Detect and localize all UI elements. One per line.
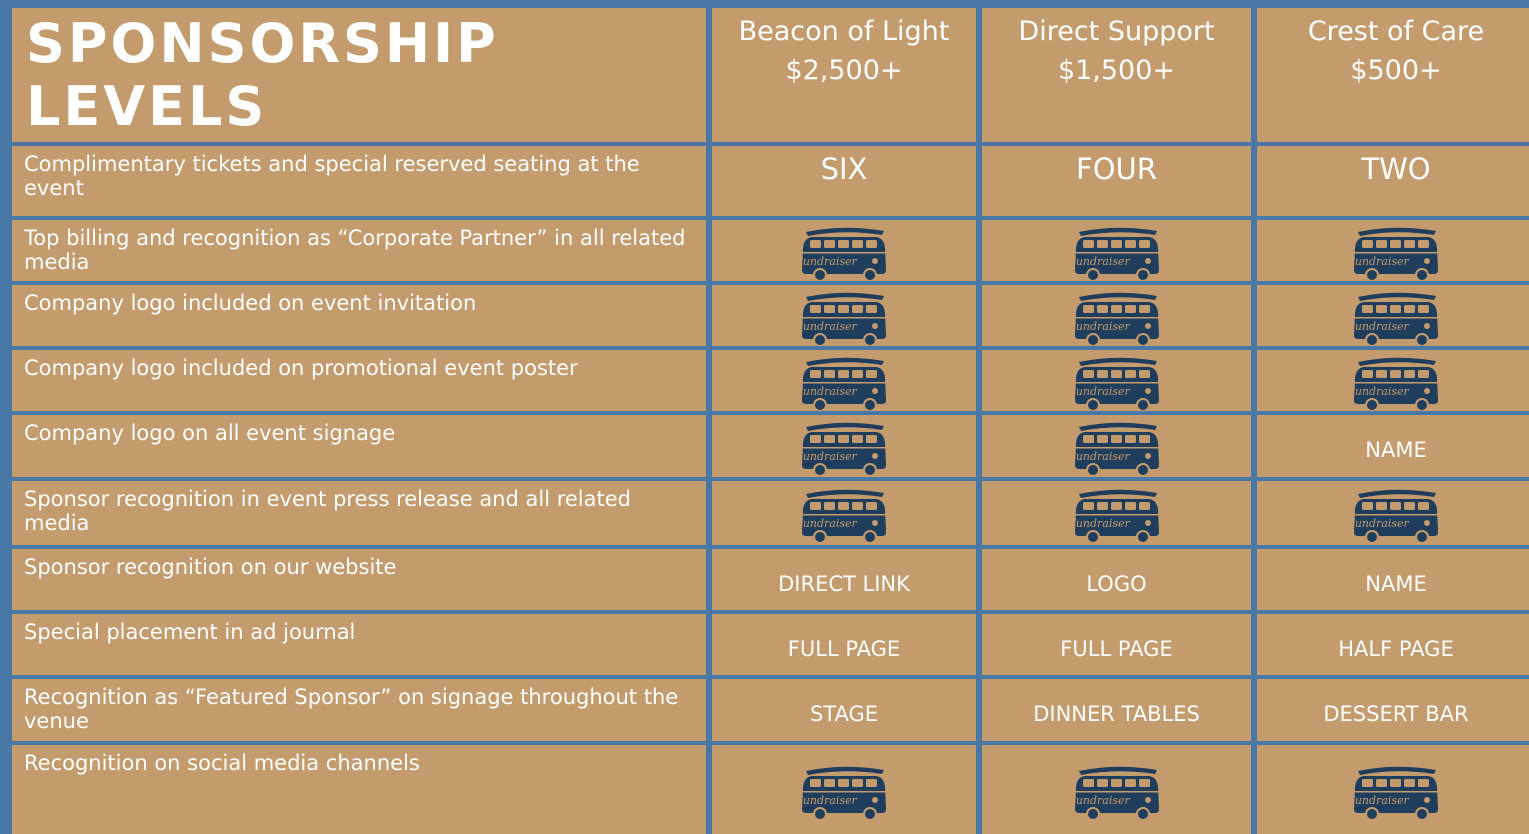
level-name: Crest of Care xyxy=(1307,16,1485,47)
benefit: Company logo on all event signage xyxy=(12,415,706,477)
margin xyxy=(0,745,6,834)
logo-cell: Fundraiser xyxy=(1257,745,1529,834)
margin xyxy=(0,350,6,411)
van-logo: Fundraiser xyxy=(1069,766,1159,821)
van-logo: Fundraiser xyxy=(796,227,886,281)
van-logo: Fundraiser xyxy=(796,766,886,821)
van-logo: Fundraiser xyxy=(1348,766,1438,821)
van-logo: Fundraiser xyxy=(1348,357,1438,411)
van-logo: Fundraiser xyxy=(1348,292,1438,346)
sponsorship-table: SPONSORSHIP LEVELS Beacon of Light $2,500+… xyxy=(0,8,1529,834)
logo-text: Fundraiser xyxy=(1348,320,1410,333)
logo-cell: Fundraiser xyxy=(982,285,1251,346)
van-logo: Fundraiser xyxy=(1348,227,1438,281)
benefit: Recognition on social media channels xyxy=(12,745,706,834)
margin xyxy=(0,415,6,477)
logo-text: Fundraiser xyxy=(1069,450,1131,463)
level-value: STAGE xyxy=(712,679,976,741)
logo-cell: Fundraiser xyxy=(1257,481,1529,545)
logo-text: Fundraiser xyxy=(1348,794,1410,807)
benefit: Company logo included on event invitatio… xyxy=(12,285,706,346)
logo-cell: Fundraiser xyxy=(982,745,1251,834)
margin xyxy=(0,679,6,741)
level-price: $500+ xyxy=(1350,55,1442,86)
level-value: FULL PAGE xyxy=(712,614,976,675)
margin xyxy=(0,285,6,346)
logo-text: Fundraiser xyxy=(1069,794,1131,807)
van-logo: Fundraiser xyxy=(1069,292,1159,346)
logo-text: Fundraiser xyxy=(796,517,858,530)
level-header: Direct Support $1,500+ xyxy=(982,8,1251,142)
level-value: LOGO xyxy=(982,549,1251,610)
level-name: Beacon of Light xyxy=(738,16,950,47)
logo-text: Fundraiser xyxy=(1069,255,1131,268)
logo-text: Fundraiser xyxy=(796,385,858,398)
logo-text: Fundraiser xyxy=(796,450,858,463)
logo-cell: Fundraiser xyxy=(982,481,1251,545)
logo-text: Fundraiser xyxy=(1069,517,1131,530)
level-value: SIX xyxy=(712,146,976,216)
level-header: Beacon of Light $2,500+ xyxy=(712,8,976,142)
van-logo: Fundraiser xyxy=(1348,489,1438,544)
margin xyxy=(0,549,6,610)
logo-cell: Fundraiser xyxy=(712,285,976,346)
level-name: Direct Support xyxy=(1018,16,1215,47)
level-value: NAME xyxy=(1257,415,1529,477)
van-logo: Fundraiser xyxy=(1069,489,1159,544)
logo-cell: Fundraiser xyxy=(982,220,1251,281)
van-logo: Fundraiser xyxy=(796,292,886,346)
logo-text: Fundraiser xyxy=(1348,385,1410,398)
level-price: $2,500+ xyxy=(785,55,903,86)
level-value: NAME xyxy=(1257,549,1529,610)
logo-cell: Fundraiser xyxy=(712,745,976,834)
level-value: DIRECT LINK xyxy=(712,549,976,610)
benefit: Company logo included on promotional eve… xyxy=(12,350,706,411)
logo-cell: Fundraiser xyxy=(712,220,976,281)
logo-text: Fundraiser xyxy=(1348,255,1410,268)
logo-cell: Fundraiser xyxy=(712,415,976,477)
benefit: Sponsor recognition in event press relea… xyxy=(12,481,706,545)
van-logo: Fundraiser xyxy=(1069,357,1159,411)
level-value: FOUR xyxy=(982,146,1251,216)
logo-text: Fundraiser xyxy=(796,320,858,333)
logo-cell: Fundraiser xyxy=(982,350,1251,411)
van-logo: Fundraiser xyxy=(1069,227,1159,281)
table-title: SPONSORSHIP LEVELS xyxy=(12,8,706,142)
benefit: Recognition as “Featured Sponsor” on sig… xyxy=(12,679,706,741)
level-header: Crest of Care $500+ xyxy=(1257,8,1529,142)
margin xyxy=(0,8,6,142)
logo-cell: Fundraiser xyxy=(1257,285,1529,346)
logo-text: Fundraiser xyxy=(1069,385,1131,398)
benefit: Sponsor recognition on our website xyxy=(12,549,706,610)
van-logo: Fundraiser xyxy=(796,422,886,477)
level-value: FULL PAGE xyxy=(982,614,1251,675)
logo-text: Fundraiser xyxy=(796,794,858,807)
logo-cell: Fundraiser xyxy=(712,350,976,411)
logo-text: Fundraiser xyxy=(1348,517,1410,530)
level-value: TWO xyxy=(1257,146,1529,216)
margin xyxy=(0,614,6,675)
logo-cell: Fundraiser xyxy=(982,415,1251,477)
logo-cell: Fundraiser xyxy=(1257,350,1529,411)
logo-cell: Fundraiser xyxy=(712,481,976,545)
benefit: Top billing and recognition as “Corporat… xyxy=(12,220,706,281)
logo-text: Fundraiser xyxy=(796,255,858,268)
logo-text: Fundraiser xyxy=(1069,320,1131,333)
level-value: DINNER TABLES xyxy=(982,679,1251,741)
van-logo: Fundraiser xyxy=(796,489,886,544)
van-logo: Fundraiser xyxy=(1069,422,1159,477)
level-value: HALF PAGE xyxy=(1257,614,1529,675)
level-value: DESSERT BAR xyxy=(1257,679,1529,741)
benefit: Complimentary tickets and special reserv… xyxy=(12,146,706,216)
margin xyxy=(0,481,6,545)
margin xyxy=(0,146,6,216)
level-price: $1,500+ xyxy=(1057,55,1176,86)
margin xyxy=(0,220,6,281)
van-logo: Fundraiser xyxy=(796,357,886,411)
benefit: Special placement in ad journal xyxy=(12,614,706,675)
logo-cell: Fundraiser xyxy=(1257,220,1529,281)
